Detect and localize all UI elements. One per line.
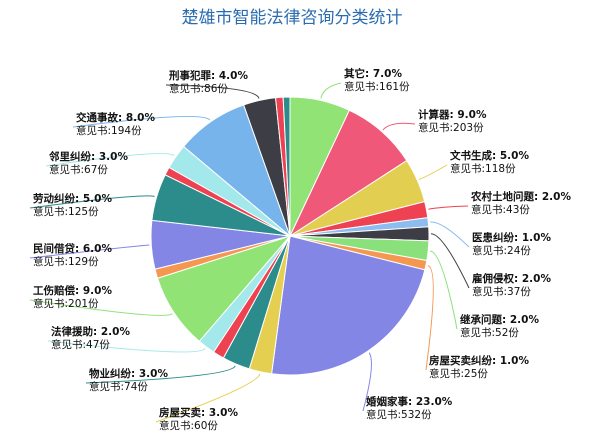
slice-count-label: 意见书:43份 xyxy=(471,203,530,216)
slice-count-label: 意见书:60份 xyxy=(159,419,218,432)
slice-label: 文书生成: 5.0% xyxy=(449,149,529,162)
pie-slice[interactable] xyxy=(282,96,291,237)
leader-line xyxy=(72,115,211,128)
leader-line xyxy=(320,82,342,99)
leader-line xyxy=(45,153,175,167)
slice-count-label: 意见书:125份 xyxy=(33,205,99,218)
leader-line xyxy=(430,233,470,289)
slice-count-label: 意见书:129份 xyxy=(33,255,99,268)
slice-label: 继承问题: 2.0% xyxy=(460,313,539,326)
leader-line xyxy=(382,122,416,131)
slice-label: 民间借贷: 6.0% xyxy=(33,242,112,255)
slice-label: 医患纠纷: 1.0% xyxy=(472,231,551,244)
slice-count-label: 意见书:118份 xyxy=(450,162,516,175)
slice-label: 劳动纠纷: 5.0% xyxy=(33,192,112,205)
leader-line xyxy=(29,299,173,316)
slice-count-label: 意见书:74份 xyxy=(89,380,148,393)
leader-line xyxy=(155,373,261,423)
slice-label: 农村土地问题: 2.0% xyxy=(470,190,571,203)
slice-label: 法律援助: 2.0% xyxy=(51,325,130,338)
chart-title: 楚雄市智能法律咨询分类统计 xyxy=(182,8,403,28)
slice-label: 物业纠纷: 3.0% xyxy=(89,367,168,380)
leader-line xyxy=(29,244,150,259)
slice-label: 房屋买卖: 3.0% xyxy=(159,406,238,419)
slice-count-label: 意见书:67份 xyxy=(49,163,108,176)
leader-line xyxy=(29,195,155,209)
slice-count-label: 意见书:37份 xyxy=(472,285,531,298)
leader-line xyxy=(430,221,470,248)
slice-label: 计算器: 9.0% xyxy=(418,108,487,121)
leader-line xyxy=(85,365,236,384)
slice-label: 雇佣侵权: 2.0% xyxy=(472,272,551,285)
leader-line xyxy=(165,84,260,99)
slice-count-label: 意见书:86份 xyxy=(169,82,228,95)
leader-line xyxy=(47,340,206,353)
slice-count-label: 意见书:203份 xyxy=(418,121,484,134)
slice-count-label: 意见书:161份 xyxy=(344,80,410,93)
slice-count-label: 意见书:24份 xyxy=(472,244,531,257)
slice-label: 其它: 7.0% xyxy=(344,67,402,80)
pie-slice[interactable] xyxy=(271,235,426,376)
slice-label: 工伤赔偿: 9.0% xyxy=(33,284,112,297)
leader-line xyxy=(428,205,469,210)
leader-line xyxy=(419,164,448,181)
slice-label: 邻里纠纷: 3.0% xyxy=(49,150,128,163)
slice-count-label: 意见书:201份 xyxy=(33,297,99,310)
slice-label: 婚姻家事: 23.0% xyxy=(365,395,453,408)
slice-label: 刑事犯罪: 4.0% xyxy=(169,69,248,82)
slice-label: 交通事故: 8.0% xyxy=(76,111,155,124)
leader-line xyxy=(362,352,372,412)
slice-count-label: 意见书:25份 xyxy=(429,367,488,380)
slice-label: 房屋买卖纠纷: 1.0% xyxy=(429,354,529,367)
pie-slices xyxy=(150,96,430,376)
slice-count-label: 意见书:194份 xyxy=(76,124,142,137)
slice-count-label: 意见书:47份 xyxy=(51,338,110,351)
leader-line xyxy=(430,250,458,330)
leader-line xyxy=(425,265,434,371)
slice-count-label: 意见书:532份 xyxy=(366,408,432,421)
slice-count-label: 意见书:52份 xyxy=(460,326,519,339)
leader-lines xyxy=(29,82,470,423)
